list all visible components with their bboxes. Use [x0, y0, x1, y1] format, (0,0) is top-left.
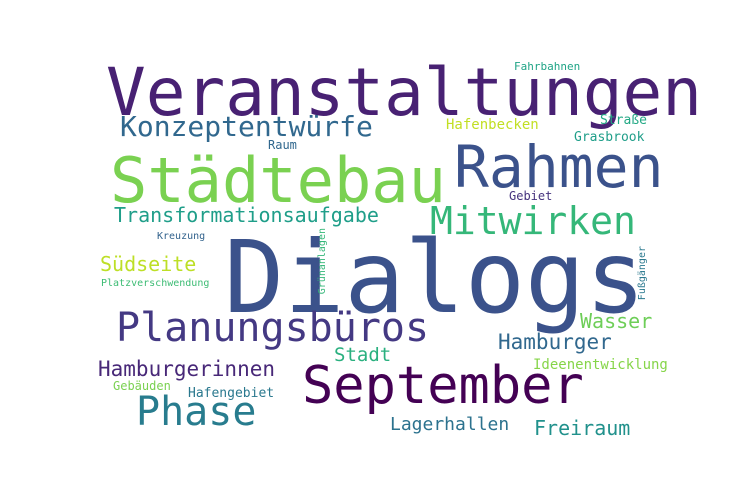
word-raum: Raum: [268, 138, 297, 152]
word-stadt: Stadt: [334, 344, 392, 366]
word-ideenentwicklung: Ideenentwicklung: [533, 357, 668, 373]
word-hafengebiet: Hafengebiet: [188, 386, 275, 401]
word-september: September: [302, 356, 584, 416]
word-veranstaltungen: Veranstaltungen: [106, 54, 703, 131]
word-gebiet: Gebiet: [509, 189, 553, 203]
word-gruenanlagen: Grünanlagen: [317, 228, 328, 295]
word-planungsbueros: Planungsbüros: [116, 305, 430, 351]
word-lagerhallen: Lagerhallen: [390, 414, 510, 435]
word-fahrbahnen: Fahrbahnen: [514, 60, 581, 73]
word-fussgaenger: Fußgänger: [637, 246, 648, 301]
word-platzverschwendung: Platzverschwendung: [101, 278, 210, 289]
word-strasse: Straße: [600, 113, 647, 128]
word-konzeptentwuerfe: Konzeptentwürfe: [120, 110, 373, 143]
word-hamburgerinnen: Hamburgerinnen: [98, 357, 276, 381]
word-staedtebau: Städtebau: [110, 144, 446, 217]
word-hafenbecken: Hafenbecken: [446, 117, 539, 133]
word-grasbrook: Grasbrook: [574, 130, 645, 145]
word-freiraum: Freiraum: [534, 416, 631, 440]
word-gebaeuden: Gebäuden: [113, 379, 171, 393]
word-dialogs: Dialogs: [224, 219, 646, 336]
word-transformationsaufgabe: Transformationsaufgabe: [114, 203, 379, 227]
word-wasser: Wasser: [580, 309, 653, 333]
word-rahmen: Rahmen: [454, 133, 664, 201]
word-suedseite: Südseite: [100, 252, 197, 276]
word-mitwirken: Mitwirken: [430, 199, 636, 243]
word-hamburger: Hamburger: [498, 330, 612, 354]
word-phase: Phase: [136, 389, 257, 435]
word-kreuzung: Kreuzung: [157, 231, 206, 242]
